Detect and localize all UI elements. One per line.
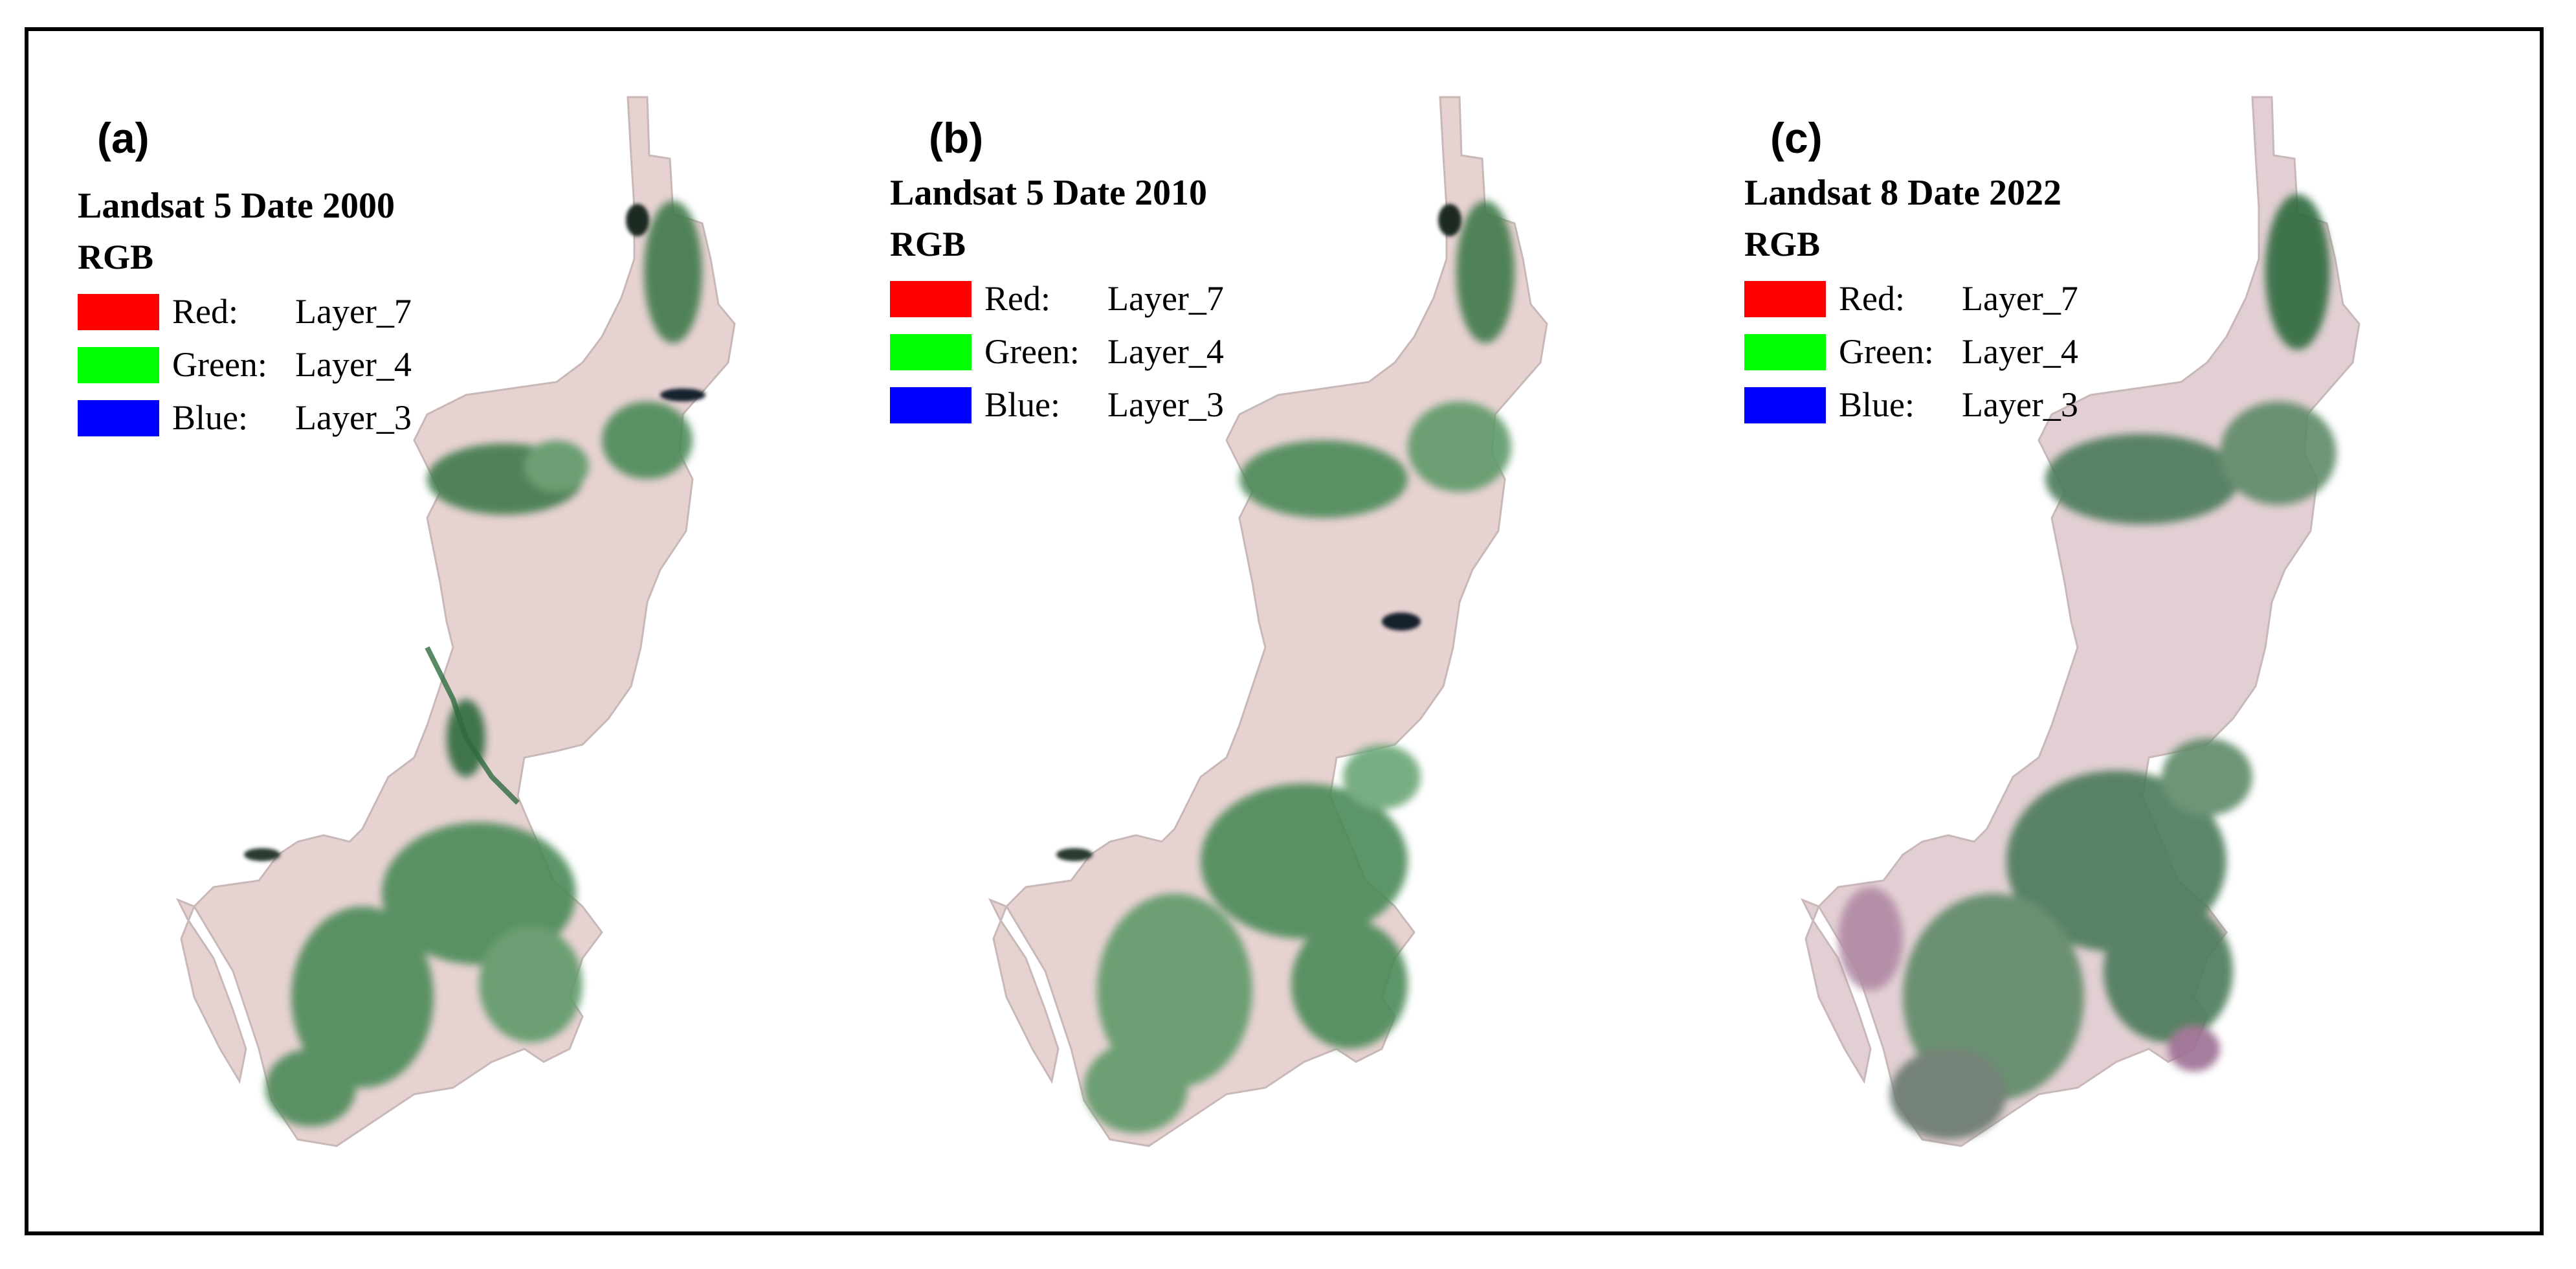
legend-label: Red: xyxy=(172,292,238,331)
legend-label: Blue: xyxy=(984,385,1060,424)
legend-label: Green: xyxy=(1839,332,1934,371)
legend-swatch xyxy=(1744,387,1826,423)
legend-layer: Layer_7 xyxy=(295,292,412,331)
legend-layer: Layer_7 xyxy=(1107,279,1224,318)
legend-swatch xyxy=(78,294,159,330)
legend-swatch xyxy=(1744,281,1826,317)
legend-heading: RGB xyxy=(1744,225,1821,264)
legend-layer: Layer_3 xyxy=(1107,385,1224,424)
panel-title: Landsat 5 Date 2010 xyxy=(890,173,1208,213)
legend-layer: Layer_4 xyxy=(1107,332,1224,371)
legend-heading: RGB xyxy=(78,238,154,276)
legend-layer: Layer_3 xyxy=(1962,385,2078,424)
map-panel-a xyxy=(177,96,736,1147)
legend-swatch xyxy=(890,281,972,317)
legend-layer: Layer_3 xyxy=(295,398,412,437)
panel-a-text: (a) Landsat 5 Date 2000 RGB Red: Layer_7… xyxy=(78,114,550,479)
legend-swatch xyxy=(1744,334,1826,370)
legend-swatch xyxy=(78,400,159,436)
panel-label: (c) xyxy=(1770,114,1823,162)
legend-swatch xyxy=(890,387,972,423)
legend-layer: Layer_7 xyxy=(1962,279,2078,318)
panel-label: (b) xyxy=(929,114,984,162)
panel-label: (a) xyxy=(97,114,150,162)
legend-label: Green: xyxy=(984,332,1080,371)
legend-layer: Layer_4 xyxy=(1962,332,2078,371)
legend-label: Blue: xyxy=(172,398,248,437)
legend-layer: Layer_4 xyxy=(295,345,412,384)
legend-label: Red: xyxy=(1839,279,1905,318)
legend-label: Red: xyxy=(984,279,1050,318)
panel-title: Landsat 8 Date 2022 xyxy=(1744,173,2062,213)
legend-swatch xyxy=(78,347,159,383)
legend-label: Blue: xyxy=(1839,385,1915,424)
panel-title: Landsat 5 Date 2000 xyxy=(78,186,395,226)
panel-b-text: (b) Landsat 5 Date 2010 RGB Red: Layer_7… xyxy=(890,114,1382,466)
map-panel-c xyxy=(1801,96,2360,1147)
panel-c-text: (c) Landsat 8 Date 2022 RGB Red: Layer_7… xyxy=(1744,114,2223,466)
map-panel-b xyxy=(989,96,1548,1147)
legend-swatch xyxy=(890,334,972,370)
legend-heading: RGB xyxy=(890,225,966,264)
legend-label: Green: xyxy=(172,345,267,384)
